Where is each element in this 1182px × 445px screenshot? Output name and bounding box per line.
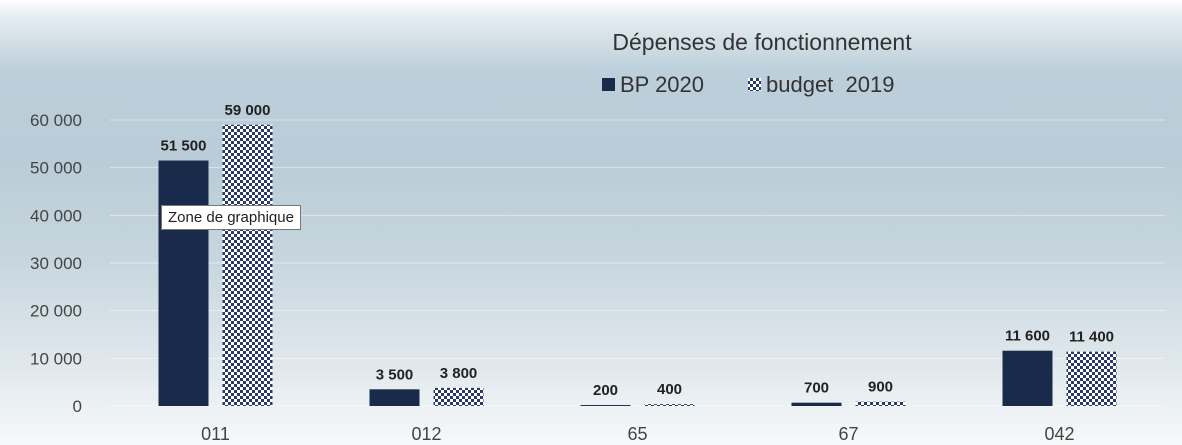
y-tick-label: 50 000 xyxy=(30,159,82,178)
legend-swatch-bp-2020 xyxy=(602,78,615,91)
y-tick-label: 10 000 xyxy=(30,349,82,368)
bar-budget-2019-042 xyxy=(1066,351,1117,406)
chart-area-tooltip: Zone de graphique xyxy=(161,205,301,230)
y-tick-label: 30 000 xyxy=(30,254,82,273)
legend: BP 2020 budget 2019 xyxy=(602,72,894,97)
x-tick-label: 65 xyxy=(627,424,647,444)
bar-bp-2020-67 xyxy=(791,402,842,406)
bar-budget-2019-012 xyxy=(433,387,484,406)
legend-label-budget-2019: budget 2019 xyxy=(766,72,894,97)
x-tick-label: 67 xyxy=(838,424,858,444)
data-label: 59 000 xyxy=(225,102,271,119)
legend-label-bp-2020: BP 2020 xyxy=(620,72,704,97)
x-tick-label: 012 xyxy=(411,424,441,444)
x-axis: 011 012 65 67 042 xyxy=(201,424,1074,444)
chart-title: Dépenses de fonctionnement xyxy=(612,29,912,55)
y-tick-label: 20 000 xyxy=(30,302,82,321)
bar-bp-2020-011 xyxy=(158,160,209,406)
x-tick-label: 011 xyxy=(201,424,230,444)
y-tick-label: 0 xyxy=(73,397,82,416)
bar-budget-2019-65 xyxy=(644,404,695,406)
data-label: 900 xyxy=(868,379,893,396)
y-tick-label: 40 000 xyxy=(30,206,82,225)
bar-bp-2020-65 xyxy=(580,405,631,406)
bar-budget-2019-011 xyxy=(222,124,273,407)
data-label: 11 400 xyxy=(1069,329,1114,346)
data-label: 11 600 xyxy=(1005,328,1050,345)
data-label: 400 xyxy=(657,381,682,398)
data-label: 3 800 xyxy=(440,365,478,382)
data-label: 51 500 xyxy=(161,138,207,155)
data-label: 3 500 xyxy=(376,366,414,383)
data-labels: 51 500 59 000 3 500 3 800 200 400 700 900 11 600… xyxy=(161,102,1114,399)
bar-bp-2020-042 xyxy=(1002,350,1053,406)
legend-swatch-budget-2019 xyxy=(748,78,761,91)
y-axis: 0 10 000 20 000 30 000 40 000 50 000 60 000 xyxy=(30,111,82,416)
x-tick-label: 042 xyxy=(1044,424,1074,444)
y-tick-label: 60 000 xyxy=(30,111,82,130)
bar-bp-2020-012 xyxy=(369,389,420,406)
data-label: 700 xyxy=(804,380,829,397)
bars xyxy=(158,124,1117,407)
bar-budget-2019-67 xyxy=(855,401,906,406)
data-label: 200 xyxy=(593,382,618,399)
